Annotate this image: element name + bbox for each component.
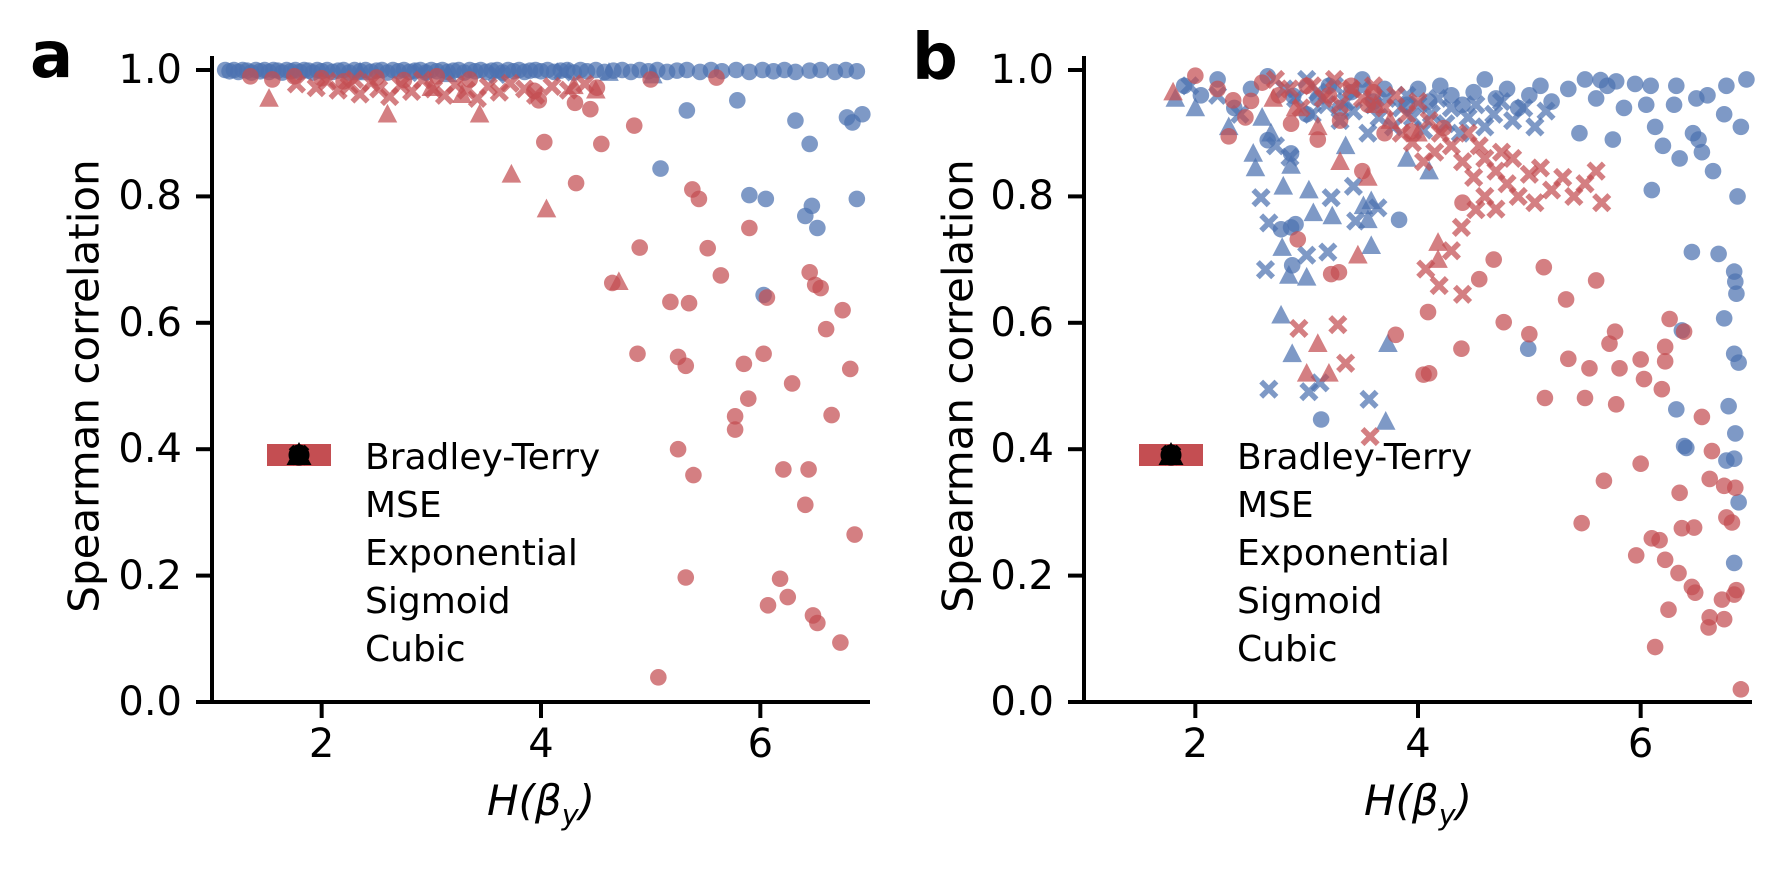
series-mse-cross <box>286 69 595 109</box>
panel-a-axes <box>196 56 870 718</box>
legend-label: Exponential <box>365 532 578 574</box>
legend-label: MSE <box>1237 484 1314 526</box>
y-tick-label: 0.6 <box>990 299 1054 346</box>
legend-row-exponential: Exponential <box>251 444 600 577</box>
x-tick-label: 4 <box>528 721 554 767</box>
x-label-H: H( <box>486 776 535 825</box>
legend-label: Exponential <box>1237 532 1450 574</box>
legend-row-sigmoid: Sigmoid <box>1123 442 1472 625</box>
x-label-H: H( <box>1363 776 1412 825</box>
legend-row-sigmoid: Sigmoid <box>251 442 600 625</box>
x-tick-label: 4 <box>1405 721 1431 767</box>
legend-row-exponential: Exponential <box>1123 444 1472 577</box>
x-axis-label: H(βy) <box>1364 776 1472 831</box>
y-tick-label: 1.0 <box>118 47 182 93</box>
y-tick-label: 0.4 <box>118 426 182 473</box>
y-tick-label: 0.8 <box>118 173 182 220</box>
panel-label-a: a <box>30 19 74 93</box>
x-label-sub-y: y <box>561 797 579 832</box>
x-tick-label: 2 <box>308 721 335 767</box>
panel-a-points <box>216 61 871 686</box>
y-axis-label: Spearman correlation <box>933 159 983 613</box>
legend-row-cubic: Cubic <box>251 444 600 673</box>
x-label-sub-y: y <box>1438 797 1456 832</box>
y-axis-label: Spearman correlation <box>59 159 109 613</box>
series-mse-cross <box>1265 69 1612 447</box>
legend-label: Bradley-Terry <box>1237 436 1473 478</box>
panel-b-axes <box>1068 56 1752 718</box>
y-tick-label: 0.6 <box>118 299 182 346</box>
series-bradley-terry-cross <box>1180 69 1556 409</box>
x-axis-label: H(βy) <box>487 776 595 831</box>
legend-panel-b: Bradley-Terry MSE Exponential Sigmoid Cubic <box>1123 433 1472 673</box>
x-label-paren: ) <box>1455 776 1473 825</box>
y-tick-label: 0.4 <box>990 426 1054 473</box>
y-tick-label: 0.2 <box>118 552 182 599</box>
legend-label: Sigmoid <box>365 580 511 622</box>
y-tick-label: 0.0 <box>118 679 182 725</box>
x-tick-label: 6 <box>747 721 774 767</box>
x-label-beta: β <box>1411 776 1439 825</box>
legend-label: Cubic <box>365 628 466 670</box>
legend-label: Sigmoid <box>1237 580 1383 622</box>
legend-row-mse: MSE <box>251 444 600 529</box>
y-tick-label: 0.8 <box>990 173 1054 220</box>
y-tick-label: 1.0 <box>990 47 1054 93</box>
y-tick-label: 0.0 <box>990 679 1054 725</box>
legend-label: MSE <box>365 484 442 526</box>
x-label-paren: ) <box>578 776 596 825</box>
x-tick-label: 6 <box>1627 721 1654 767</box>
legend-row-mse: MSE <box>1123 444 1472 529</box>
panel-b-points <box>1163 67 1755 698</box>
legend-label: Cubic <box>1237 628 1338 670</box>
panel-label-b: b <box>912 21 958 95</box>
x-tick-label: 2 <box>1182 721 1209 767</box>
y-tick-label: 0.2 <box>990 552 1054 599</box>
x-label-beta: β <box>534 776 562 825</box>
legend-panel-a: Bradley-Terry MSE Exponential Sigmoid Cubic <box>251 433 600 673</box>
legend-row-cubic: Cubic <box>1123 444 1472 673</box>
legend-label: Bradley-Terry <box>365 436 601 478</box>
